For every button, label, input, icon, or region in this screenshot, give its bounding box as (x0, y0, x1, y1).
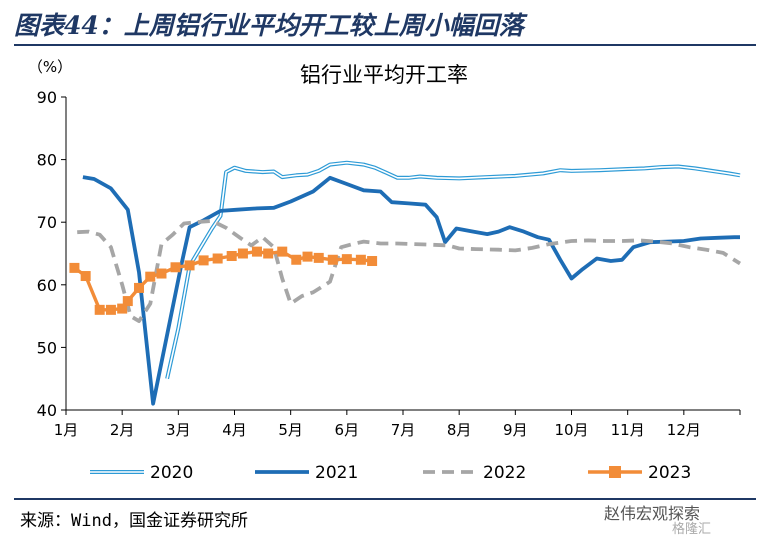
x-tick-label: 6月 (335, 421, 360, 439)
legend-2021-label: 2021 (315, 463, 358, 483)
y-tick-label: 70 (37, 213, 57, 232)
series-2023-marker (94, 304, 105, 315)
y-tick-label: 80 (37, 151, 57, 170)
x-tick-label: 4月 (222, 421, 247, 439)
series-2023-marker (156, 268, 167, 279)
legend-2023-swatch-marker (609, 466, 621, 478)
series-2023-marker (80, 271, 91, 282)
watermark-text: 赵伟宏观探索 (604, 504, 701, 523)
chart-title: 铝行业平均开工率 (300, 63, 468, 87)
series-2023-marker (212, 253, 223, 264)
series-2023-marker (291, 254, 302, 265)
series-2023-marker (170, 262, 181, 273)
series-2023-marker (122, 296, 133, 307)
legend: 2020 2021 2022 2023 (90, 463, 691, 483)
series-2023-marker (277, 246, 288, 257)
series-2023-marker (367, 256, 378, 267)
title-rule (14, 44, 756, 46)
x-tick-label: 5月 (278, 421, 303, 439)
series-2023-marker (313, 252, 324, 263)
legend-2022-label: 2022 (483, 463, 526, 483)
x-tick-label: 7月 (391, 421, 416, 439)
x-tick-label: 9月 (503, 421, 528, 439)
series-2020-line-inner (166, 161, 741, 379)
series-2023-marker (302, 251, 313, 262)
series-2023-marker (237, 248, 248, 259)
series-2023-marker (145, 271, 156, 282)
series-2023-marker (198, 255, 209, 266)
series-2021-line (82, 175, 740, 406)
series-2023-marker (184, 260, 195, 271)
x-tick-label: 11月 (611, 421, 645, 439)
legend-2020-label: 2020 (150, 463, 193, 483)
series-2023-line (73, 249, 373, 312)
series-2023-marker (69, 262, 80, 273)
axes: 40 50 60 70 80 90 1月 2月 3月 4月 5月 6月 7月 8月 9月 10月 11月 12月 (37, 88, 741, 439)
series-2023-marker (251, 246, 262, 257)
series-2022-line (77, 219, 742, 323)
series-2023-marker (341, 254, 352, 265)
y-axis-label: （%） (28, 58, 72, 76)
series-2023-marker (117, 303, 128, 314)
x-tick-label: 2月 (110, 421, 135, 439)
y-tick-label: 60 (37, 276, 57, 295)
series-2023-marker (105, 304, 116, 315)
series-layer (69, 160, 742, 406)
series-2023-marker (327, 254, 338, 265)
legend-2023-label: 2023 (648, 463, 691, 483)
x-tick-label: 12月 (667, 421, 701, 439)
x-tick-label: 1月 (54, 421, 79, 439)
y-tick-label: 40 (37, 401, 57, 420)
series-2023-marker (226, 251, 237, 262)
series-2020-line (165, 160, 741, 380)
footer-rule (14, 498, 756, 500)
x-tick-label: 10月 (554, 421, 588, 439)
watermark-sub: 格隆汇 (672, 522, 712, 537)
y-tick-label: 90 (37, 88, 57, 107)
x-tick-label: 8月 (447, 421, 472, 439)
x-tick-label: 3月 (166, 421, 191, 439)
series-2023-marker (263, 248, 274, 259)
y-tick-label: 50 (37, 338, 57, 357)
source-note: 来源：Wind，国金证券研究所 (20, 511, 248, 531)
series-2023-marker (355, 254, 366, 265)
series-2023-marker (134, 282, 145, 293)
figure-title: 图表44：上周铝行业平均开工较上周小幅回落 (14, 11, 524, 40)
